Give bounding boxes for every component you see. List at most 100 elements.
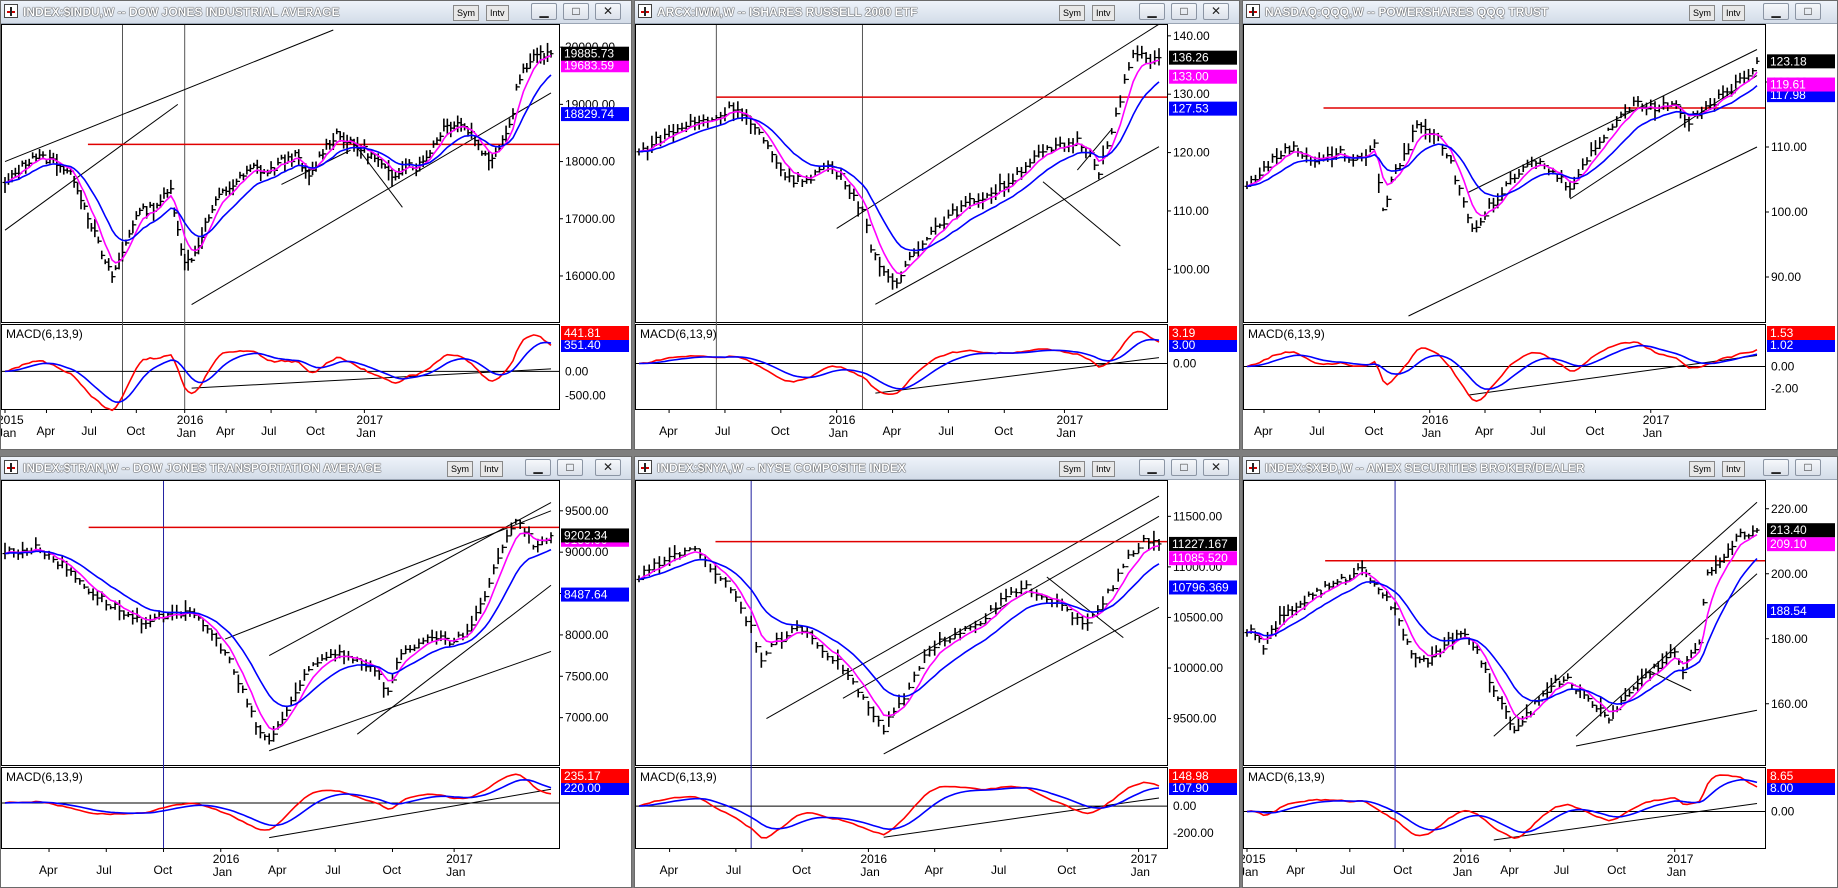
- sym-button[interactable]: Sym: [1689, 5, 1715, 21]
- price-tick-label: 10000.00: [1173, 661, 1223, 675]
- macd-signal-line: [4, 341, 552, 404]
- macd-panel: [1, 767, 560, 849]
- date-month-label: Apr: [268, 863, 287, 877]
- macd-value-box: [1169, 326, 1237, 340]
- chart-window-qqq[interactable]: NASDAQ:QQQ,W -- POWERSHARES QQQ TRUST Sy…: [1242, 0, 1838, 450]
- price-tick-label: 8000.00: [565, 628, 609, 642]
- date-month-label: Jan: [860, 865, 879, 879]
- price-tick-label: 140.00: [1173, 29, 1210, 43]
- trend-line: [1042, 181, 1121, 247]
- sym-button[interactable]: Sym: [1689, 461, 1715, 477]
- price-tick-label: 160.00: [1771, 697, 1808, 711]
- date-month-label: Jul: [325, 863, 340, 877]
- sym-button[interactable]: Sym: [1059, 5, 1085, 21]
- minimize-icon[interactable]: ▁: [1139, 459, 1165, 476]
- macd-tick-label: -200.00: [1173, 826, 1214, 840]
- intv-button[interactable]: Intv: [1092, 5, 1115, 21]
- macd-tick-label: -500.00: [565, 388, 606, 402]
- chart-iwm: 100.00 110.00 120.00 130.00 140.00 127.53 133.…: [635, 24, 1237, 440]
- chart-window-xbd[interactable]: INDEX:$XBD,W -- AMEX SECURITIES BROKER/D…: [1242, 456, 1838, 888]
- sym-button[interactable]: Sym: [1059, 461, 1085, 477]
- close-icon[interactable]: ✕: [1203, 459, 1229, 476]
- macd-tick-label: 0.00: [1173, 799, 1197, 813]
- chart-window-tran[interactable]: INDEX:$TRAN,W -- DOW JONES TRANSPORTATIO…: [0, 456, 632, 888]
- window-title: INDEX:$NYA,W -- NYSE COMPOSITE INDEX: [657, 461, 906, 475]
- intv-button[interactable]: Intv: [1722, 461, 1745, 477]
- slow-moving-average: [1246, 84, 1758, 198]
- intv-button[interactable]: Intv: [480, 461, 503, 477]
- macd-value-label: 3.19: [1172, 326, 1196, 340]
- date-month-label: Jan: [446, 865, 465, 879]
- fast-ma-value-box: [561, 58, 629, 73]
- fast-ma-value-box: [1169, 551, 1237, 566]
- last-price-value-label: 213.40: [1770, 523, 1807, 537]
- date-year-label: 2016: [1453, 852, 1480, 866]
- intv-button[interactable]: Intv: [1722, 5, 1745, 21]
- date-month-label: Jul: [938, 424, 953, 438]
- maximize-icon[interactable]: □: [563, 3, 589, 20]
- date-month-label: Oct: [1365, 424, 1384, 438]
- date-year-label: 2016: [177, 413, 204, 427]
- chart-window-nya[interactable]: INDEX:$NYA,W -- NYSE COMPOSITE INDEX Sym…: [634, 456, 1240, 888]
- date-month-label: Apr: [925, 863, 944, 877]
- chart-window-icon: [638, 460, 652, 474]
- window-titlebar[interactable]: INDEX:$XBD,W -- AMEX SECURITIES BROKER/D…: [1243, 457, 1837, 480]
- minimize-icon[interactable]: ▁: [525, 459, 551, 476]
- date-year-label: 2017: [1056, 413, 1083, 427]
- date-month-label: Jan: [356, 426, 375, 440]
- price-tick-label: 16000.00: [565, 269, 615, 283]
- maximize-icon[interactable]: □: [1795, 3, 1821, 20]
- date-month-label: Jul: [96, 863, 111, 877]
- date-month-label: Jan: [213, 865, 232, 879]
- chart-window-indu[interactable]: INDEX:$INDU,W -- DOW JONES INDUSTRIAL AV…: [0, 0, 632, 450]
- close-icon[interactable]: ✕: [595, 459, 621, 476]
- intv-button[interactable]: Intv: [486, 5, 509, 21]
- window-title: INDEX:$TRAN,W -- DOW JONES TRANSPORTATIO…: [23, 461, 382, 475]
- date-month-label: Oct: [1057, 863, 1076, 877]
- macd-value-box: [1767, 769, 1835, 783]
- minimize-icon[interactable]: ▁: [1763, 3, 1789, 20]
- maximize-icon[interactable]: □: [1171, 3, 1197, 20]
- trend-line: [766, 495, 1160, 719]
- window-titlebar[interactable]: ARCX:IWM,W -- ISHARES RUSSELL 2000 ETF S…: [635, 1, 1239, 24]
- close-icon[interactable]: ✕: [595, 3, 621, 20]
- maximize-icon[interactable]: □: [557, 459, 583, 476]
- macd-signal-value-label: 8.00: [1770, 781, 1794, 795]
- sym-button[interactable]: Sym: [447, 461, 473, 477]
- price-tick-label: 7000.00: [565, 711, 609, 725]
- macd-trend-line: [269, 788, 552, 839]
- window-titlebar[interactable]: INDEX:$TRAN,W -- DOW JONES TRANSPORTATIO…: [1, 457, 631, 480]
- intv-button[interactable]: Intv: [1092, 461, 1115, 477]
- macd-tick-label: 0.00: [565, 364, 589, 378]
- slow-moving-average: [638, 558, 1160, 698]
- macd-label: MACD(6,13,9): [6, 770, 83, 784]
- maximize-icon[interactable]: □: [1795, 459, 1821, 476]
- maximize-icon[interactable]: □: [1171, 459, 1197, 476]
- fast-moving-average: [1246, 533, 1758, 721]
- macd-signal-value-box: [1169, 781, 1237, 795]
- window-titlebar[interactable]: INDEX:$INDU,W -- DOW JONES INDUSTRIAL AV…: [1, 1, 631, 24]
- slow-ma-value-box: [1767, 603, 1835, 618]
- fast-ma-value-box: [1767, 537, 1835, 552]
- chart-nya: 9500.0010000.0010500.0011000.0011500.001…: [635, 480, 1237, 879]
- date-month-label: Oct: [154, 863, 173, 877]
- minimize-icon[interactable]: ▁: [531, 3, 557, 20]
- date-year-label: 2015: [1, 413, 24, 427]
- price-tick-label: 10500.00: [1173, 610, 1223, 624]
- macd-signal-value-label: 220.00: [564, 781, 601, 795]
- fast-ma-value-box: [1767, 77, 1835, 92]
- date-month-label: Jan: [1453, 865, 1472, 879]
- window-titlebar[interactable]: NASDAQ:QQQ,W -- POWERSHARES QQQ TRUST Sy…: [1243, 1, 1837, 24]
- window-title: ARCX:IWM,W -- ISHARES RUSSELL 2000 ETF: [657, 5, 918, 19]
- trend-line: [836, 24, 1160, 229]
- trend-line: [4, 29, 334, 163]
- window-titlebar[interactable]: INDEX:$NYA,W -- NYSE COMPOSITE INDEX Sym…: [635, 457, 1239, 480]
- close-icon[interactable]: ✕: [1203, 3, 1229, 20]
- sym-button[interactable]: Sym: [453, 5, 479, 21]
- macd-value-label: 441.81: [564, 326, 601, 340]
- date-month-label: Jan: [1643, 426, 1662, 440]
- minimize-icon[interactable]: ▁: [1139, 3, 1165, 20]
- slow-moving-average: [4, 548, 552, 708]
- minimize-icon[interactable]: ▁: [1763, 459, 1789, 476]
- chart-window-iwm[interactable]: ARCX:IWM,W -- ISHARES RUSSELL 2000 ETF S…: [634, 0, 1240, 450]
